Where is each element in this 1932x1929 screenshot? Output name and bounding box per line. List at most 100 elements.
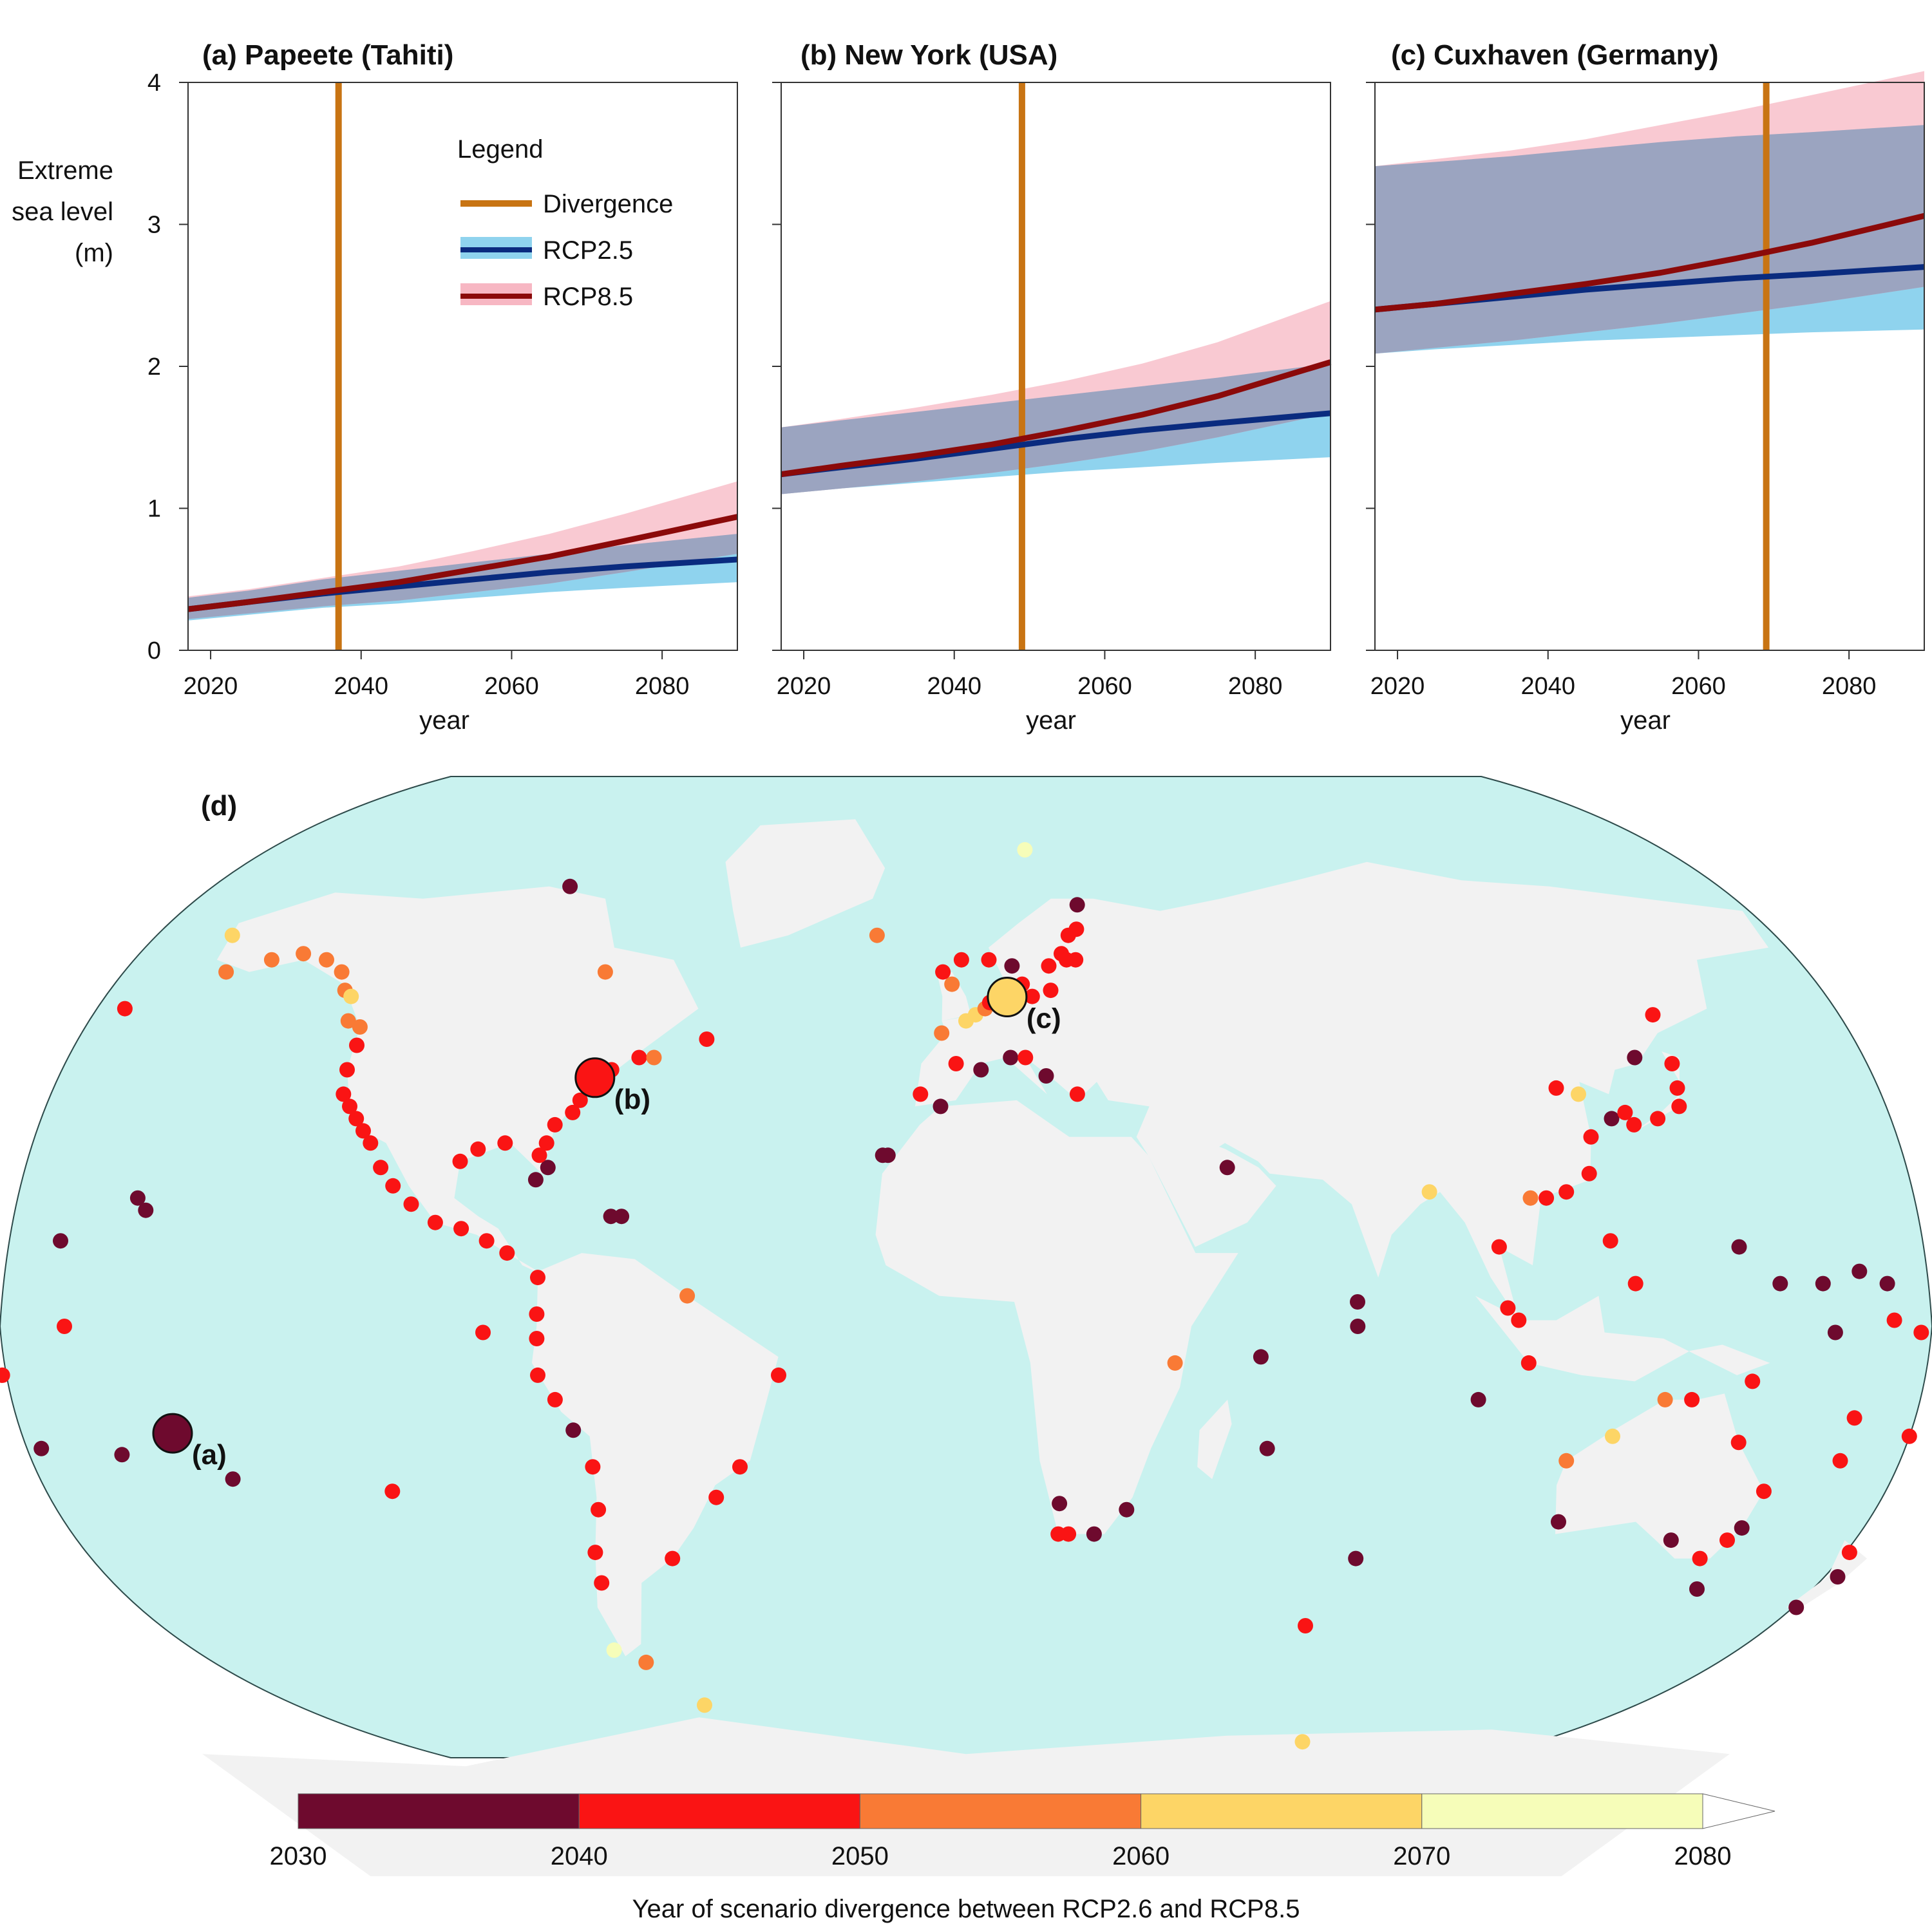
map-site-point <box>1548 1080 1564 1096</box>
map-site-point <box>981 952 997 968</box>
map-site-point <box>1086 1526 1102 1542</box>
map-site-point <box>699 1031 715 1047</box>
map-site-point <box>497 1135 513 1151</box>
map-site-point <box>530 1367 545 1383</box>
map-site-point <box>1745 1373 1761 1389</box>
map-site-point <box>565 1422 582 1438</box>
map-site-point <box>1539 1190 1555 1206</box>
map-site-point <box>597 964 613 980</box>
map-site-point <box>1756 1483 1772 1500</box>
map-site-point <box>697 1697 712 1713</box>
land-japan <box>1636 1051 1680 1131</box>
map-site-point <box>1772 1275 1788 1292</box>
map-site-point <box>1491 1239 1507 1255</box>
map-site-point <box>1350 1319 1366 1334</box>
map-site-point <box>1069 1086 1085 1102</box>
map-site-point <box>1663 1532 1679 1548</box>
panel-b-line-rcp85 <box>781 359 1332 478</box>
map-site-point <box>1669 1080 1685 1096</box>
map-site-point <box>1253 1349 1269 1365</box>
map-site-point <box>334 964 350 980</box>
map-site-point <box>1617 1104 1633 1120</box>
x-tick-label: 2080 <box>635 673 690 700</box>
y-axis-title-line2: sea level <box>12 198 113 226</box>
map-site-point <box>1043 983 1059 999</box>
map-site-point <box>665 1550 681 1567</box>
land-europe-asia <box>914 861 1769 1321</box>
map-site-point <box>225 1471 241 1487</box>
panel-b-plot: 2020 2040 2060 2080 <box>772 82 1332 700</box>
map-site-point <box>1571 1086 1586 1102</box>
map-sites: (a) (b) (c) <box>0 842 1929 1750</box>
highlighted-site-label: (a) <box>192 1439 227 1471</box>
map-site-point <box>594 1575 610 1591</box>
colorbar-segment <box>859 1793 1142 1829</box>
map-site-point <box>1068 921 1084 937</box>
map-site-point <box>1602 1233 1618 1249</box>
map-site-point <box>1901 1428 1917 1444</box>
colorbar-tick-label: 2030 <box>270 1842 327 1870</box>
panel-b-xlabel: year <box>1026 706 1076 735</box>
colorbar-tick-label: 2070 <box>1393 1842 1450 1870</box>
land-north-america <box>216 886 699 1278</box>
map-site-point <box>1500 1300 1516 1316</box>
panel-c-cuxhaven: 2020 2040 2060 2080 (c) Cuxhaven (Germany) … <box>1366 39 1926 735</box>
map-site-point <box>384 1483 401 1500</box>
y-axis-title: Extreme sea level (m) <box>12 156 113 267</box>
map-site-point <box>1650 1111 1666 1127</box>
panel-a-band-overlap <box>188 534 737 619</box>
highlighted-site-b <box>574 1057 616 1098</box>
map-site-point <box>1068 952 1084 968</box>
map-site-point <box>529 1306 545 1322</box>
map-site-point <box>1119 1501 1135 1518</box>
map-site-point <box>1730 1435 1747 1451</box>
panel-a-plot: 2020 2040 2060 2080 0 1 2 3 4 <box>147 70 738 700</box>
x-tick-label: 2040 <box>334 673 388 700</box>
y-axis-title-line1: Extreme <box>17 156 113 185</box>
map-site-point <box>973 1062 989 1078</box>
map-site-point <box>530 1270 545 1286</box>
map-site-point <box>1024 988 1040 1004</box>
map-site-point <box>373 1160 389 1176</box>
map-site-point <box>585 1459 601 1475</box>
map-site-point <box>138 1202 154 1218</box>
colorbar-segment <box>1421 1793 1703 1829</box>
map-site-point <box>53 1233 68 1249</box>
map-site-point <box>538 1135 554 1151</box>
map-site-point <box>1167 1355 1183 1371</box>
colorbar-extension-arrow <box>1702 1793 1776 1829</box>
map-site-point <box>708 1489 724 1505</box>
highlighted-site-label: (c) <box>1027 1003 1061 1035</box>
map-site-point <box>869 927 885 943</box>
map-site-point <box>403 1196 419 1212</box>
map-site-point <box>638 1654 654 1670</box>
map-site-point <box>1003 1049 1019 1066</box>
land-south-america <box>531 1253 779 1657</box>
map-site-point <box>1004 958 1020 974</box>
x-tick-label: 2060 <box>484 673 539 700</box>
map-land <box>202 819 1867 1876</box>
map-site-point <box>547 1116 563 1133</box>
map-site-point <box>453 1221 469 1237</box>
map-site-point <box>343 988 359 1004</box>
map-site-point <box>934 1025 950 1041</box>
x-tick-label: 2080 <box>1228 673 1283 700</box>
panel-a-line-rcp85 <box>187 514 738 612</box>
map-site-point <box>319 952 334 968</box>
panel-d-world-map: (a) (b) (c) (d) <box>0 776 1932 1876</box>
map-site-point <box>1852 1263 1868 1279</box>
map-site-point <box>587 1545 603 1561</box>
panel-b-title: (b) New York (USA) <box>800 39 1057 71</box>
panel-c-xlabel: year <box>1620 706 1671 735</box>
x-tick-label: 2060 <box>1077 673 1132 700</box>
map-site-point <box>1626 1116 1642 1133</box>
map-site-point <box>933 1098 949 1115</box>
panel-b-new-york: 2020 2040 2060 2080 (b) New York (USA) year <box>772 39 1332 735</box>
map-site-point <box>1604 1111 1620 1127</box>
map-site-point <box>1841 1545 1857 1561</box>
map-site-point <box>349 1037 365 1053</box>
highlighted-site-a <box>152 1413 193 1454</box>
x-tick-label: 2020 <box>1370 673 1425 700</box>
map-site-point <box>1259 1440 1275 1456</box>
map-site-point <box>1605 1428 1620 1444</box>
